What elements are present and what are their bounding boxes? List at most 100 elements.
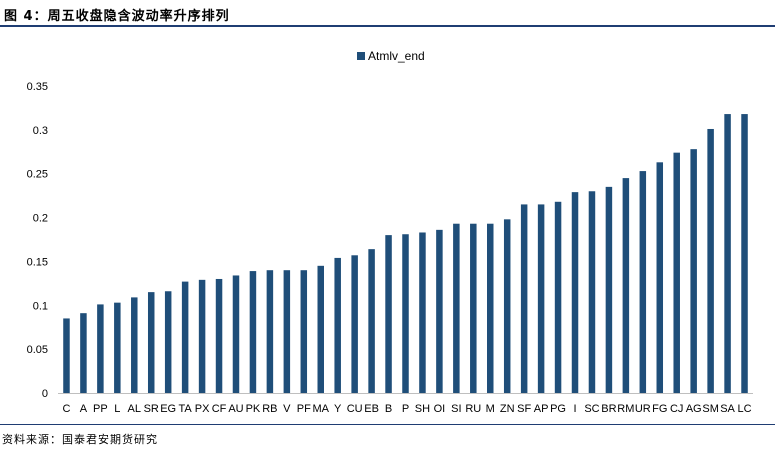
- x-tick-label: FG: [652, 403, 667, 415]
- x-tick-label: SI: [451, 403, 461, 415]
- bar-c: [63, 318, 70, 393]
- bar-rm: [622, 178, 630, 393]
- bar-ap: [537, 204, 545, 393]
- x-tick-label: CU: [347, 403, 363, 415]
- x-tick-label: MA: [312, 403, 329, 415]
- bar-sm: [707, 128, 714, 394]
- x-tick-label: Y: [334, 403, 342, 415]
- x-tick-label: AG: [686, 403, 702, 415]
- bar-zn: [503, 219, 511, 393]
- x-tick-label: TA: [179, 403, 193, 415]
- x-tick-label: AL: [128, 403, 141, 415]
- bar-lc: [741, 114, 748, 393]
- bar-au: [232, 275, 240, 393]
- x-tick-label: EG: [160, 403, 176, 415]
- y-tick-label: 0.3: [33, 125, 48, 137]
- bar-ru: [470, 223, 477, 393]
- bar-l: [114, 302, 121, 393]
- bar-m: [487, 223, 494, 393]
- bar-y: [334, 257, 341, 393]
- bar-ta: [181, 281, 189, 393]
- bar-ag: [690, 149, 697, 393]
- x-tick-label: PP: [93, 403, 108, 415]
- y-tick-label: 0.05: [27, 344, 48, 356]
- x-tick-label: M: [486, 403, 495, 415]
- bar-sf: [520, 204, 528, 393]
- x-tick-label: PF: [297, 403, 311, 415]
- x-tick-label: AP: [534, 403, 549, 415]
- x-axis: C A PP L AL SR EG TA PX CF AU PK RB V PF MA Y CU EB B P SH OI S…: [62, 403, 751, 415]
- legend-label: Atmlv_end: [368, 49, 425, 63]
- bar-sr: [147, 292, 155, 393]
- legend: Atmlv_end: [357, 49, 425, 63]
- x-tick-label: SA: [720, 403, 735, 415]
- y-axis: 0 0.05 0.1 0.15 0.2 0.25 0.3 0.35: [27, 81, 48, 400]
- x-tick-label: PX: [195, 403, 210, 415]
- bar-px: [198, 279, 206, 393]
- x-tick-label: C: [62, 403, 70, 415]
- bar-sh: [419, 232, 426, 393]
- source-note: 资料来源：国泰君安期货研究: [2, 433, 158, 446]
- x-tick-label: PG: [550, 403, 566, 415]
- x-tick-label: SM: [702, 403, 719, 415]
- x-tick-label: SH: [415, 403, 430, 415]
- y-tick-label: 0: [42, 388, 48, 400]
- bar-b: [385, 235, 392, 393]
- x-tick-label: LC: [737, 403, 751, 415]
- x-tick-label: SC: [584, 403, 599, 415]
- x-tick-label: PK: [246, 403, 261, 415]
- bar-pf: [300, 270, 308, 393]
- x-tick-label: SF: [517, 403, 531, 415]
- x-tick-label: OI: [434, 403, 446, 415]
- bar-cj: [673, 152, 680, 393]
- bar-rb: [266, 270, 274, 393]
- y-tick-label: 0.1: [33, 300, 48, 312]
- x-tick-label: RB: [262, 403, 277, 415]
- bar-i: [571, 192, 579, 393]
- bars: [63, 114, 748, 394]
- bar-cu: [351, 255, 358, 393]
- bar-pk: [249, 271, 257, 393]
- x-tick-label: CJ: [670, 403, 683, 415]
- bar-pp: [97, 304, 104, 393]
- bar-sc: [588, 191, 596, 393]
- x-tick-label: BR: [601, 403, 616, 415]
- x-tick-label: I: [573, 403, 576, 415]
- bar-ur: [639, 171, 647, 393]
- x-tick-label: CF: [212, 403, 227, 415]
- y-tick-label: 0.25: [27, 169, 48, 181]
- figure-title: 图 4：周五收盘隐含波动率升序排列: [4, 9, 230, 24]
- x-tick-label: UR: [635, 403, 651, 415]
- bar-cf: [215, 278, 223, 393]
- bar-a: [80, 313, 87, 393]
- x-tick-label: AU: [228, 403, 243, 415]
- bar-al: [131, 297, 138, 393]
- bar-fg: [656, 162, 664, 393]
- x-tick-label: RU: [465, 403, 481, 415]
- y-tick-label: 0.15: [27, 256, 48, 268]
- bar-ma: [317, 265, 324, 393]
- x-tick-label: ZN: [500, 403, 515, 415]
- bar-sa: [724, 114, 731, 393]
- bar-eg: [164, 291, 172, 393]
- x-tick-label: SR: [144, 403, 159, 415]
- bottom-rule: [0, 424, 775, 425]
- y-tick-label: 0.35: [27, 81, 48, 93]
- bar-v: [283, 270, 291, 393]
- x-tick-label: A: [80, 403, 88, 415]
- y-tick-label: 0.2: [33, 213, 48, 225]
- x-tick-label: V: [283, 403, 291, 415]
- x-tick-label: B: [385, 403, 392, 415]
- x-tick-label: P: [402, 403, 409, 415]
- bar-br: [605, 186, 613, 393]
- x-tick-label: EB: [364, 403, 379, 415]
- bar-eb: [368, 249, 375, 393]
- top-rule: [0, 25, 775, 27]
- x-tick-label: L: [114, 403, 120, 415]
- bar-pg: [554, 201, 562, 393]
- bar-si: [453, 223, 460, 393]
- legend-swatch: [357, 52, 365, 60]
- bar-oi: [436, 229, 443, 393]
- x-tick-label: RM: [617, 403, 634, 415]
